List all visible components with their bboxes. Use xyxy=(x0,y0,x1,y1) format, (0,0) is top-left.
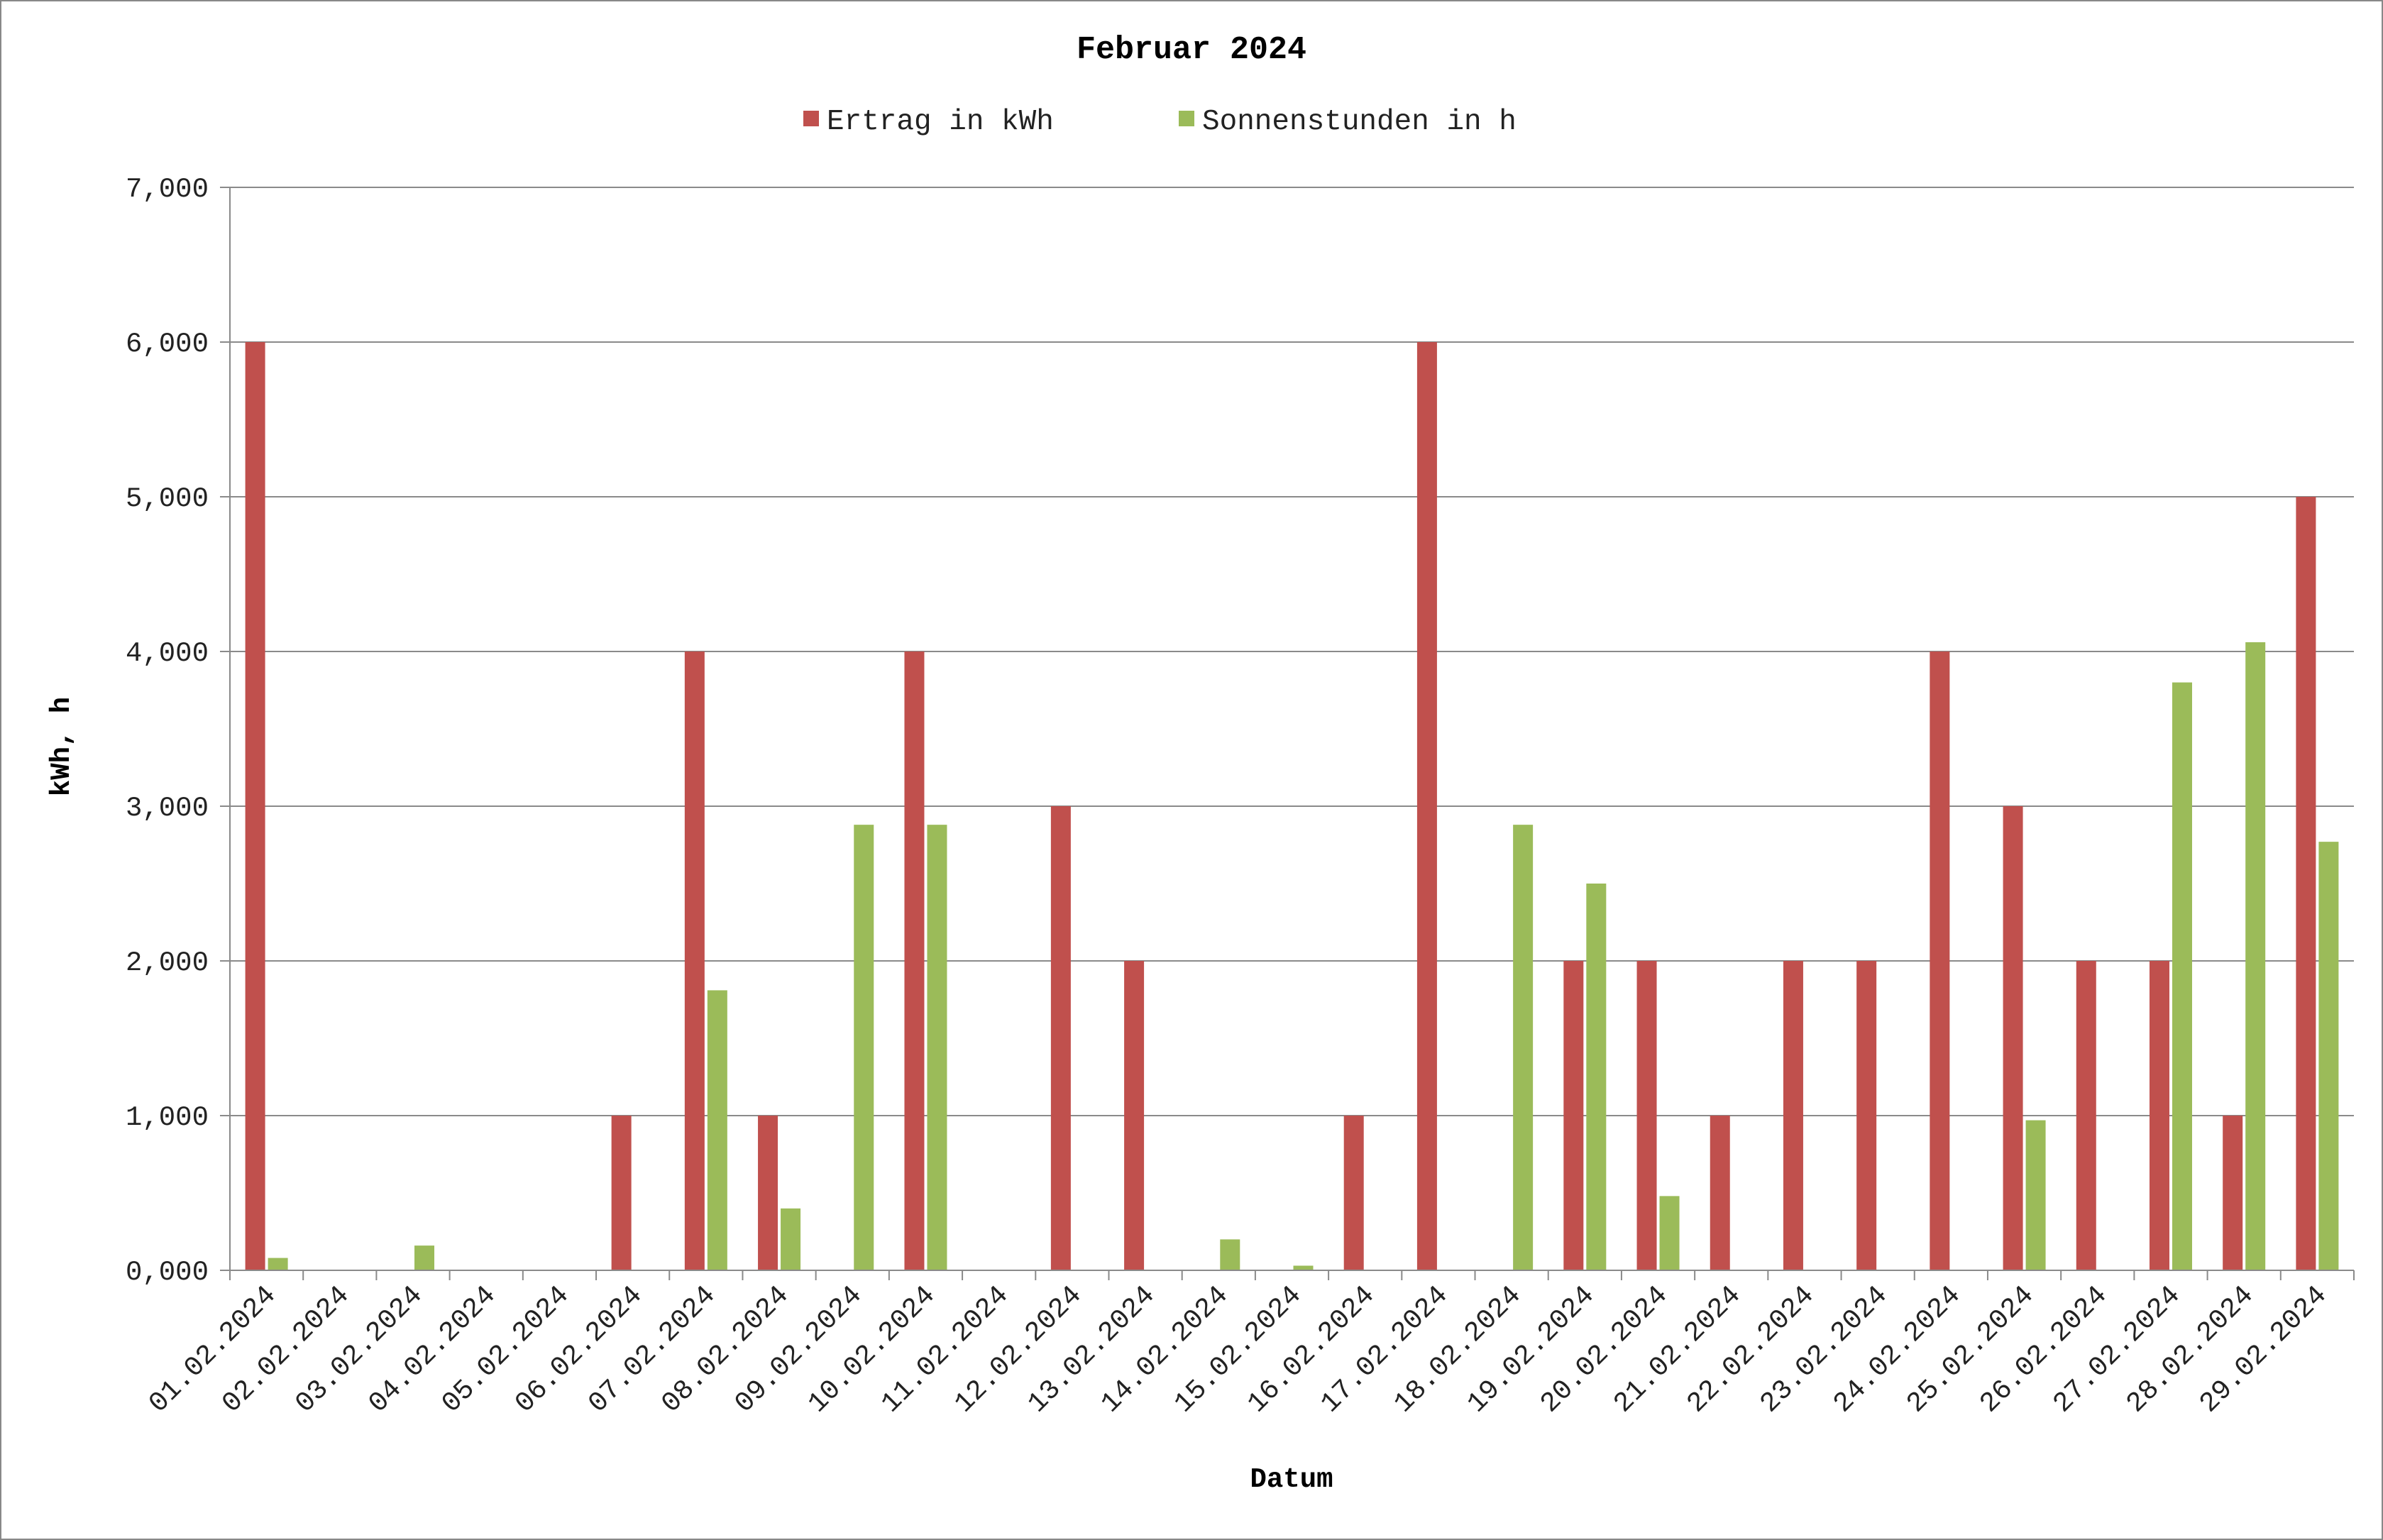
legend-swatch-ertrag xyxy=(803,111,819,126)
bar-ertrag xyxy=(1856,961,1877,1270)
legend-swatch-sonnenstunden xyxy=(1179,111,1194,126)
legend-label-ertrag: Ertrag in kWh xyxy=(827,106,1054,138)
bar-sonnenstunden xyxy=(854,825,874,1270)
bar-ertrag xyxy=(1050,806,1071,1270)
x-tick-label: 07.02.2024 xyxy=(583,1280,722,1419)
x-tick-label: 27.02.2024 xyxy=(2047,1280,2187,1419)
bar-ertrag xyxy=(2296,497,2316,1270)
bar-sonnenstunden xyxy=(781,1208,801,1270)
bar-sonnenstunden xyxy=(2245,642,2266,1270)
axes xyxy=(229,187,2354,1271)
x-tick-label: 14.02.2024 xyxy=(1095,1280,1235,1419)
bar-sonnenstunden xyxy=(707,990,727,1270)
bar-sonnenstunden xyxy=(2318,842,2339,1270)
bar-ertrag xyxy=(684,651,705,1270)
x-tick-label: 02.02.2024 xyxy=(216,1280,356,1419)
x-tick-label: 10.02.2024 xyxy=(802,1280,942,1419)
x-tick-label: 17.02.2024 xyxy=(1315,1280,1455,1419)
bar-ertrag xyxy=(2223,1116,2243,1270)
y-tick-label: 0,000 xyxy=(126,1257,209,1288)
x-tick-label: 08.02.2024 xyxy=(656,1280,796,1419)
x-axis-ticks: 01.02.202402.02.202403.02.202404.02.2024… xyxy=(143,1270,2355,1419)
bar-ertrag xyxy=(1416,342,1437,1270)
bar-ertrag xyxy=(245,342,265,1270)
x-tick-label: 28.02.2024 xyxy=(2120,1280,2260,1419)
x-tick-label: 23.02.2024 xyxy=(1754,1280,1894,1419)
bar-sonnenstunden xyxy=(414,1245,435,1270)
x-tick-label: 06.02.2024 xyxy=(510,1280,649,1419)
bar-sonnenstunden xyxy=(268,1258,288,1270)
bar-ertrag xyxy=(2003,806,2023,1270)
y-tick-label: 4,000 xyxy=(126,638,209,669)
bar-sonnenstunden xyxy=(1220,1239,1240,1270)
y-axis-title: kWh, h xyxy=(46,697,77,796)
chart-title: Februar 2024 xyxy=(1077,32,1306,68)
bar-sonnenstunden xyxy=(1293,1265,1314,1270)
x-tick-label: 16.02.2024 xyxy=(1242,1280,1382,1419)
bar-sonnenstunden xyxy=(1513,825,1534,1270)
x-tick-label: 12.02.2024 xyxy=(949,1280,1089,1419)
y-tick-label: 6,000 xyxy=(126,329,209,360)
bar-sonnenstunden xyxy=(2025,1120,2046,1270)
bar-ertrag xyxy=(1124,961,1145,1270)
bar-ertrag xyxy=(611,1116,632,1270)
y-tick-label: 2,000 xyxy=(126,947,209,979)
bar-sonnenstunden xyxy=(1659,1196,1680,1270)
y-tick-label: 1,000 xyxy=(126,1102,209,1133)
bar-ertrag xyxy=(1930,651,1950,1270)
bar-ertrag xyxy=(2076,961,2096,1270)
bar-ertrag xyxy=(758,1116,778,1270)
x-tick-label: 18.02.2024 xyxy=(1388,1280,1528,1419)
x-tick-label: 25.02.2024 xyxy=(1900,1280,2040,1419)
x-tick-label: 15.02.2024 xyxy=(1168,1280,1308,1419)
y-tick-label: 3,000 xyxy=(126,793,209,824)
x-tick-label: 01.02.2024 xyxy=(143,1280,282,1419)
x-tick-label: 11.02.2024 xyxy=(876,1280,1016,1419)
bar-ertrag xyxy=(904,651,925,1270)
legend-label-sonnenstunden: Sonnenstunden in h xyxy=(1202,106,1517,138)
bar-ertrag xyxy=(1783,961,1803,1270)
y-tick-label: 7,000 xyxy=(126,174,209,205)
bar-sonnenstunden xyxy=(927,825,947,1270)
x-tick-label: 05.02.2024 xyxy=(436,1280,576,1419)
bars xyxy=(245,342,2339,1270)
y-tick-label: 5,000 xyxy=(126,483,209,515)
x-tick-label: 29.02.2024 xyxy=(2194,1280,2333,1419)
x-tick-label: 09.02.2024 xyxy=(729,1280,869,1419)
x-tick-label: 13.02.2024 xyxy=(1022,1280,1162,1419)
bar-ertrag xyxy=(1563,961,1584,1270)
gridlines xyxy=(230,187,2354,1116)
x-tick-label: 19.02.2024 xyxy=(1461,1280,1601,1419)
bar-ertrag xyxy=(1710,1116,1730,1270)
x-tick-label: 03.02.2024 xyxy=(290,1280,429,1419)
bar-ertrag xyxy=(1343,1116,1364,1270)
x-axis-title: Datum xyxy=(1250,1464,1333,1495)
x-tick-label: 20.02.2024 xyxy=(1534,1280,1674,1419)
x-tick-label: 21.02.2024 xyxy=(1608,1280,1748,1419)
bar-ertrag xyxy=(2149,961,2169,1270)
x-tick-label: 04.02.2024 xyxy=(363,1280,502,1419)
bar-sonnenstunden xyxy=(1586,884,1607,1270)
y-axis-ticks: 0,000 1,000 2,000 3,000 4,000 5,000 6,000 7,000 xyxy=(126,174,230,1288)
legend: Ertrag in kWh Sonnenstunden in h xyxy=(803,106,1517,138)
x-tick-label: 22.02.2024 xyxy=(1681,1280,1821,1419)
x-tick-label: 26.02.2024 xyxy=(1974,1280,2114,1419)
x-tick-label: 24.02.2024 xyxy=(1827,1280,1967,1419)
bar-ertrag xyxy=(1636,961,1657,1270)
bar-sonnenstunden xyxy=(2172,682,2192,1270)
